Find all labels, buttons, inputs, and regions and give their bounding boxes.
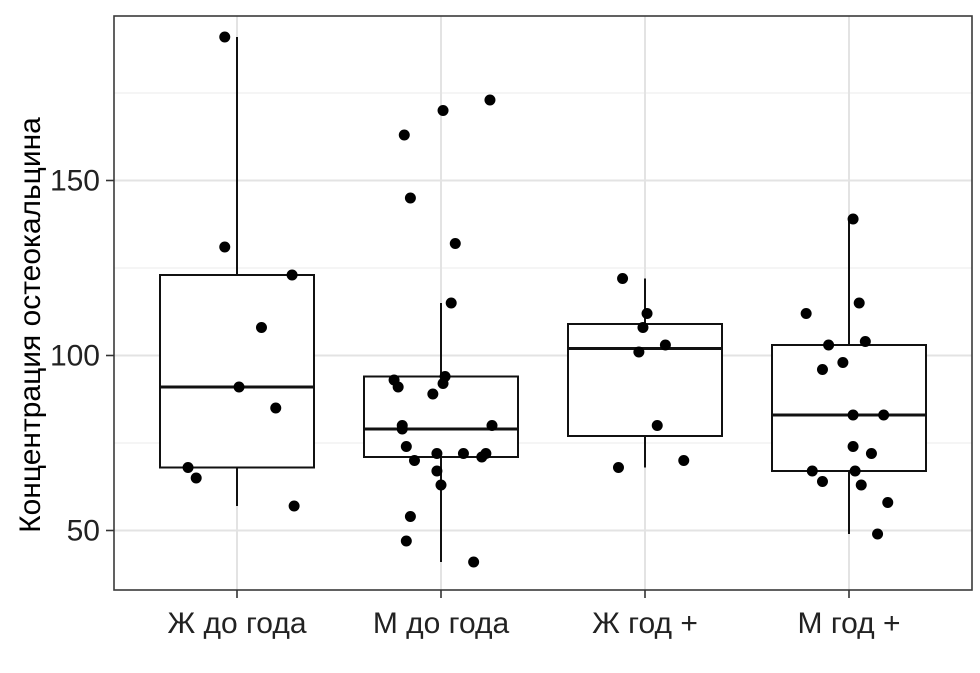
- data-point-25: [457, 448, 469, 459]
- x-tick-label-1: М до года: [373, 607, 510, 640]
- box-group: [159, 37, 927, 562]
- data-point-17: [437, 378, 449, 389]
- box-1: [363, 303, 519, 562]
- data-point-41: [612, 462, 624, 473]
- box-iqr: [159, 274, 315, 469]
- plot-panel-border: [113, 15, 973, 591]
- data-point-43: [853, 297, 865, 309]
- data-point-49: [878, 409, 890, 421]
- data-point-22: [396, 423, 408, 435]
- data-point-31: [404, 511, 416, 522]
- data-point-33: [468, 556, 480, 568]
- box-iqr: [363, 375, 519, 458]
- point-group: [182, 31, 894, 568]
- data-point-46: [823, 339, 835, 351]
- data-point-13: [449, 238, 461, 249]
- data-point-45: [859, 336, 871, 347]
- data-point-4: [233, 381, 245, 393]
- x-axis: Ж до года М до года Ж год + М год +: [167, 590, 901, 640]
- data-point-19: [427, 388, 439, 400]
- data-point-37: [659, 339, 671, 351]
- y-tick-label-0: 50: [67, 515, 100, 548]
- y-axis-title: Концентрация остеокальцина: [14, 117, 47, 533]
- data-point-3: [255, 322, 267, 333]
- data-point-32: [400, 535, 412, 547]
- x-tick-label-3: М год +: [798, 607, 901, 640]
- data-point-1: [219, 241, 231, 253]
- data-point-6: [182, 462, 194, 473]
- data-point-47: [837, 357, 849, 368]
- x-tick-label-2: Ж год +: [592, 607, 698, 640]
- data-point-9: [484, 94, 496, 106]
- y-axis: 50 100 150: [50, 165, 114, 548]
- box-iqr: [771, 344, 927, 472]
- data-point-0: [219, 31, 231, 43]
- data-point-24: [431, 448, 443, 459]
- data-point-18: [392, 381, 404, 393]
- data-point-48: [816, 364, 828, 375]
- data-point-55: [816, 476, 828, 487]
- data-point-2: [286, 269, 298, 281]
- data-point-34: [617, 273, 629, 284]
- box-0: [159, 37, 315, 506]
- data-point-30: [435, 479, 447, 491]
- data-point-42: [847, 213, 859, 225]
- y-tick-label-2: 150: [50, 165, 100, 198]
- data-point-58: [872, 528, 884, 540]
- data-point-12: [404, 192, 416, 204]
- data-point-7: [190, 472, 202, 484]
- data-point-27: [476, 451, 488, 463]
- data-point-39: [651, 420, 663, 431]
- box-2: [567, 278, 723, 468]
- data-point-11: [398, 129, 410, 141]
- data-point-14: [445, 297, 457, 309]
- data-point-53: [849, 465, 861, 477]
- x-tick-label-0: Ж до года: [167, 607, 306, 640]
- box-3: [771, 219, 927, 534]
- data-point-35: [641, 308, 653, 319]
- data-point-36: [637, 322, 649, 333]
- data-point-38: [633, 346, 645, 358]
- data-point-20: [486, 420, 498, 431]
- y-tick-label-1: 100: [50, 340, 100, 373]
- data-point-56: [855, 479, 867, 491]
- box-iqr: [567, 323, 723, 437]
- data-point-5: [270, 402, 282, 414]
- data-point-29: [431, 465, 443, 477]
- data-point-44: [800, 308, 812, 319]
- data-point-8: [288, 500, 300, 512]
- data-point-51: [847, 441, 859, 452]
- data-point-57: [882, 497, 894, 508]
- data-point-10: [437, 105, 449, 116]
- data-point-28: [408, 455, 420, 466]
- data-point-50: [847, 409, 859, 421]
- data-point-54: [806, 465, 818, 477]
- data-point-52: [865, 448, 877, 459]
- data-point-40: [678, 455, 690, 466]
- data-point-23: [400, 441, 412, 452]
